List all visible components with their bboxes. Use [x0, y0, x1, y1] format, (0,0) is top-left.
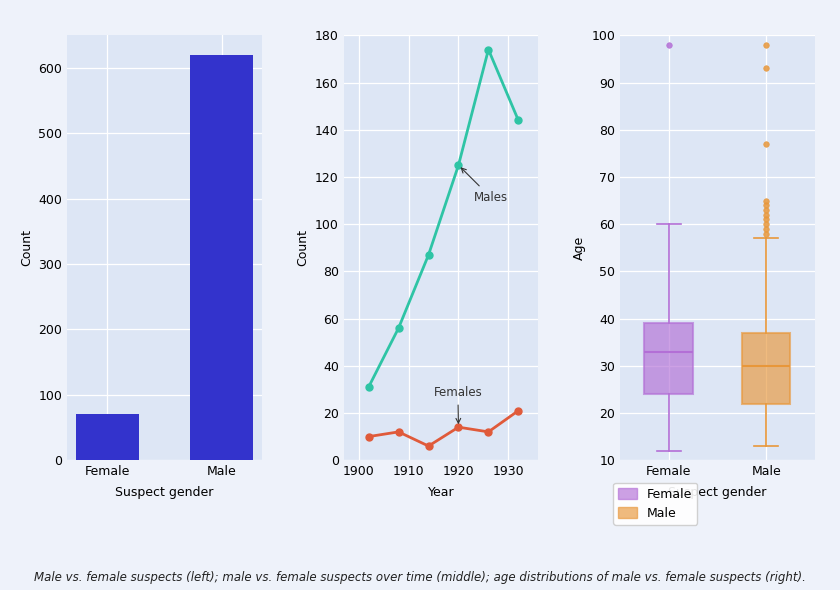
PathPatch shape — [644, 323, 693, 394]
Legend: Female, Male: Female, Male — [613, 483, 697, 525]
X-axis label: Suspect gender: Suspect gender — [115, 486, 213, 499]
Y-axis label: Count: Count — [20, 230, 33, 266]
Text: Females: Females — [433, 386, 482, 423]
PathPatch shape — [742, 333, 790, 404]
X-axis label: Year: Year — [428, 486, 454, 499]
Y-axis label: Age: Age — [573, 235, 585, 260]
X-axis label: Suspect gender: Suspect gender — [669, 486, 767, 499]
Bar — [190, 55, 253, 460]
Bar — [76, 414, 139, 460]
Y-axis label: Count: Count — [297, 230, 309, 266]
Text: Male vs. female suspects (left); male vs. female suspects over time (middle); ag: Male vs. female suspects (left); male vs… — [34, 571, 806, 584]
Text: Males: Males — [461, 168, 507, 204]
